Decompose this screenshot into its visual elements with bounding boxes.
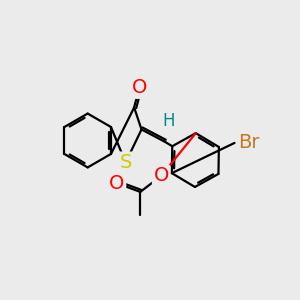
Text: O: O [131,78,147,98]
Text: O: O [110,174,125,193]
Text: Br: Br [238,134,260,152]
Text: O: O [153,167,169,185]
Text: H: H [162,112,175,130]
Text: S: S [119,153,132,172]
